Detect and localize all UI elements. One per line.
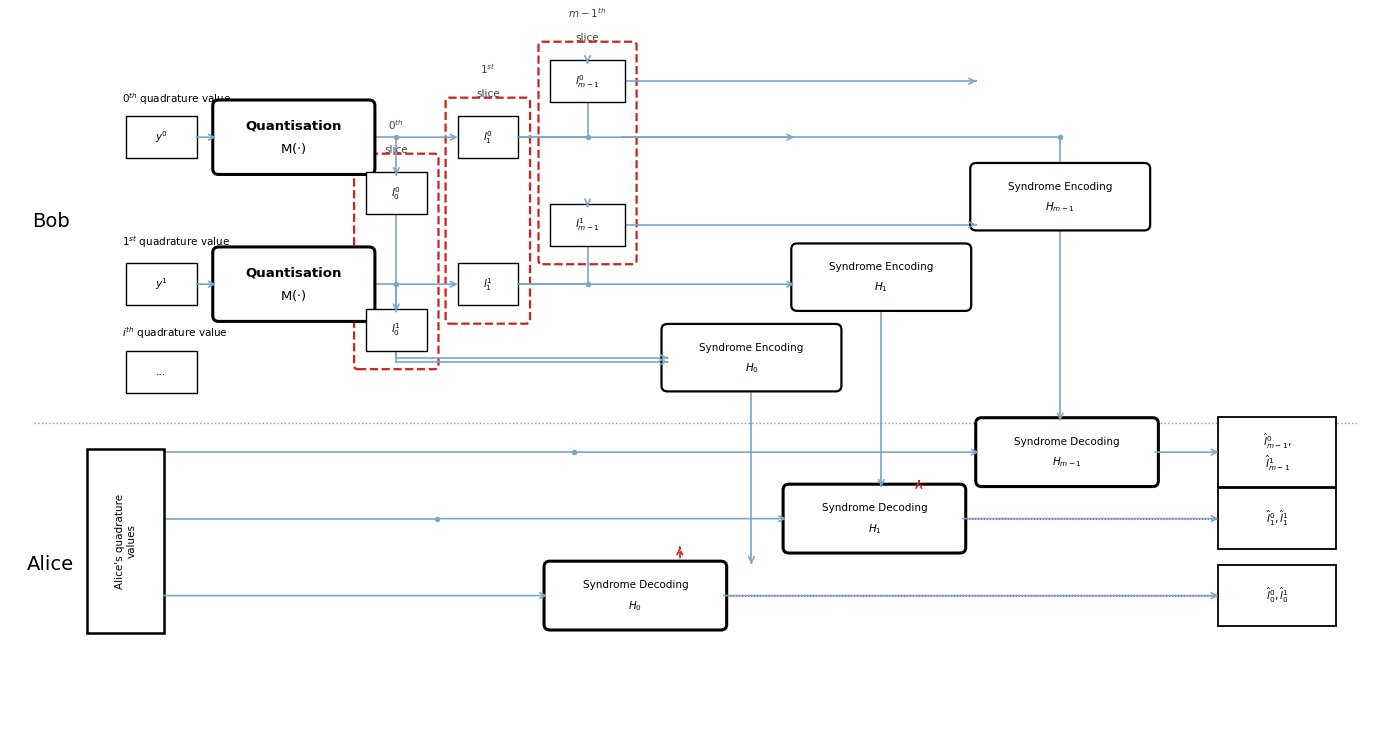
Text: $l_{m-1}^1$: $l_{m-1}^1$	[575, 216, 600, 233]
FancyBboxPatch shape	[1219, 417, 1336, 488]
FancyBboxPatch shape	[782, 484, 966, 553]
FancyBboxPatch shape	[661, 324, 842, 392]
FancyBboxPatch shape	[366, 172, 426, 214]
Text: $H_1$: $H_1$	[875, 280, 889, 294]
FancyBboxPatch shape	[366, 309, 426, 351]
FancyBboxPatch shape	[551, 203, 625, 246]
FancyBboxPatch shape	[213, 247, 375, 321]
Text: $l_0^1$: $l_0^1$	[392, 321, 402, 338]
Text: slice: slice	[575, 34, 599, 43]
Text: Alice: Alice	[28, 555, 75, 574]
FancyBboxPatch shape	[1219, 564, 1336, 627]
Text: $1^{st}$ quadrature value: $1^{st}$ quadrature value	[121, 234, 230, 250]
Text: $\hat{l}_0^0, \hat{l}_0^1$: $\hat{l}_0^0, \hat{l}_0^1$	[1265, 586, 1289, 605]
FancyBboxPatch shape	[1219, 488, 1336, 550]
Text: $m-1^{th}$: $m-1^{th}$	[569, 6, 607, 20]
Text: $l_{m-1}^0$: $l_{m-1}^0$	[575, 73, 600, 89]
Text: $l_1^0$: $l_1^0$	[483, 129, 493, 146]
Text: Syndrome Encoding: Syndrome Encoding	[700, 343, 803, 353]
Text: Syndrome Decoding: Syndrome Decoding	[821, 504, 927, 513]
Text: Quantisation: Quantisation	[246, 266, 342, 280]
Text: $H_{m-1}$: $H_{m-1}$	[1045, 200, 1075, 214]
Text: $l_0^0$: $l_0^0$	[392, 184, 402, 201]
Text: Syndrome Encoding: Syndrome Encoding	[1007, 182, 1112, 192]
Text: $H_1$: $H_1$	[868, 522, 882, 536]
Text: Syndrome Decoding: Syndrome Decoding	[582, 580, 689, 590]
Text: Syndrome Encoding: Syndrome Encoding	[829, 262, 933, 272]
FancyBboxPatch shape	[551, 60, 625, 102]
Text: $\hat{l}_1^0, \hat{l}_1^1$: $\hat{l}_1^0, \hat{l}_1^1$	[1267, 509, 1289, 529]
Text: slice: slice	[385, 146, 408, 155]
FancyBboxPatch shape	[126, 263, 197, 305]
Text: $y^0$: $y^0$	[155, 130, 168, 145]
FancyBboxPatch shape	[458, 263, 518, 305]
Text: $l_1^1$: $l_1^1$	[483, 276, 493, 293]
FancyBboxPatch shape	[976, 418, 1158, 487]
FancyBboxPatch shape	[544, 561, 727, 630]
Text: Bob: Bob	[32, 212, 69, 231]
Text: $H_0$: $H_0$	[745, 361, 759, 375]
FancyBboxPatch shape	[213, 100, 375, 174]
Text: $H_{m-1}$: $H_{m-1}$	[1052, 455, 1082, 469]
FancyBboxPatch shape	[791, 244, 972, 311]
FancyBboxPatch shape	[126, 351, 197, 393]
Text: $\hat{l}_{m-1}^0,$
$\hat{l}_{m-1}^1$: $\hat{l}_{m-1}^0,$ $\hat{l}_{m-1}^1$	[1263, 431, 1292, 473]
FancyBboxPatch shape	[126, 116, 197, 158]
Text: Quantisation: Quantisation	[246, 119, 342, 132]
Text: $y^1$: $y^1$	[155, 276, 168, 292]
Text: Alice's quadrature
values: Alice's quadrature values	[115, 494, 137, 589]
Text: M($\cdot$): M($\cdot$)	[280, 141, 308, 156]
FancyBboxPatch shape	[970, 163, 1150, 231]
Text: slice: slice	[476, 89, 500, 100]
Text: $i^{th}$ quadrature value: $i^{th}$ quadrature value	[121, 325, 228, 341]
Text: $0^{th}$ quadrature value: $0^{th}$ quadrature value	[121, 91, 230, 107]
Text: $H_0$: $H_0$	[628, 599, 642, 613]
FancyBboxPatch shape	[87, 449, 164, 633]
Text: $0^{th}$: $0^{th}$	[388, 118, 404, 132]
Text: ...: ...	[156, 367, 167, 377]
Text: M($\cdot$): M($\cdot$)	[280, 288, 308, 303]
Text: $1^{st}$: $1^{st}$	[480, 61, 495, 75]
Text: Syndrome Decoding: Syndrome Decoding	[1014, 437, 1119, 447]
FancyBboxPatch shape	[458, 116, 518, 158]
